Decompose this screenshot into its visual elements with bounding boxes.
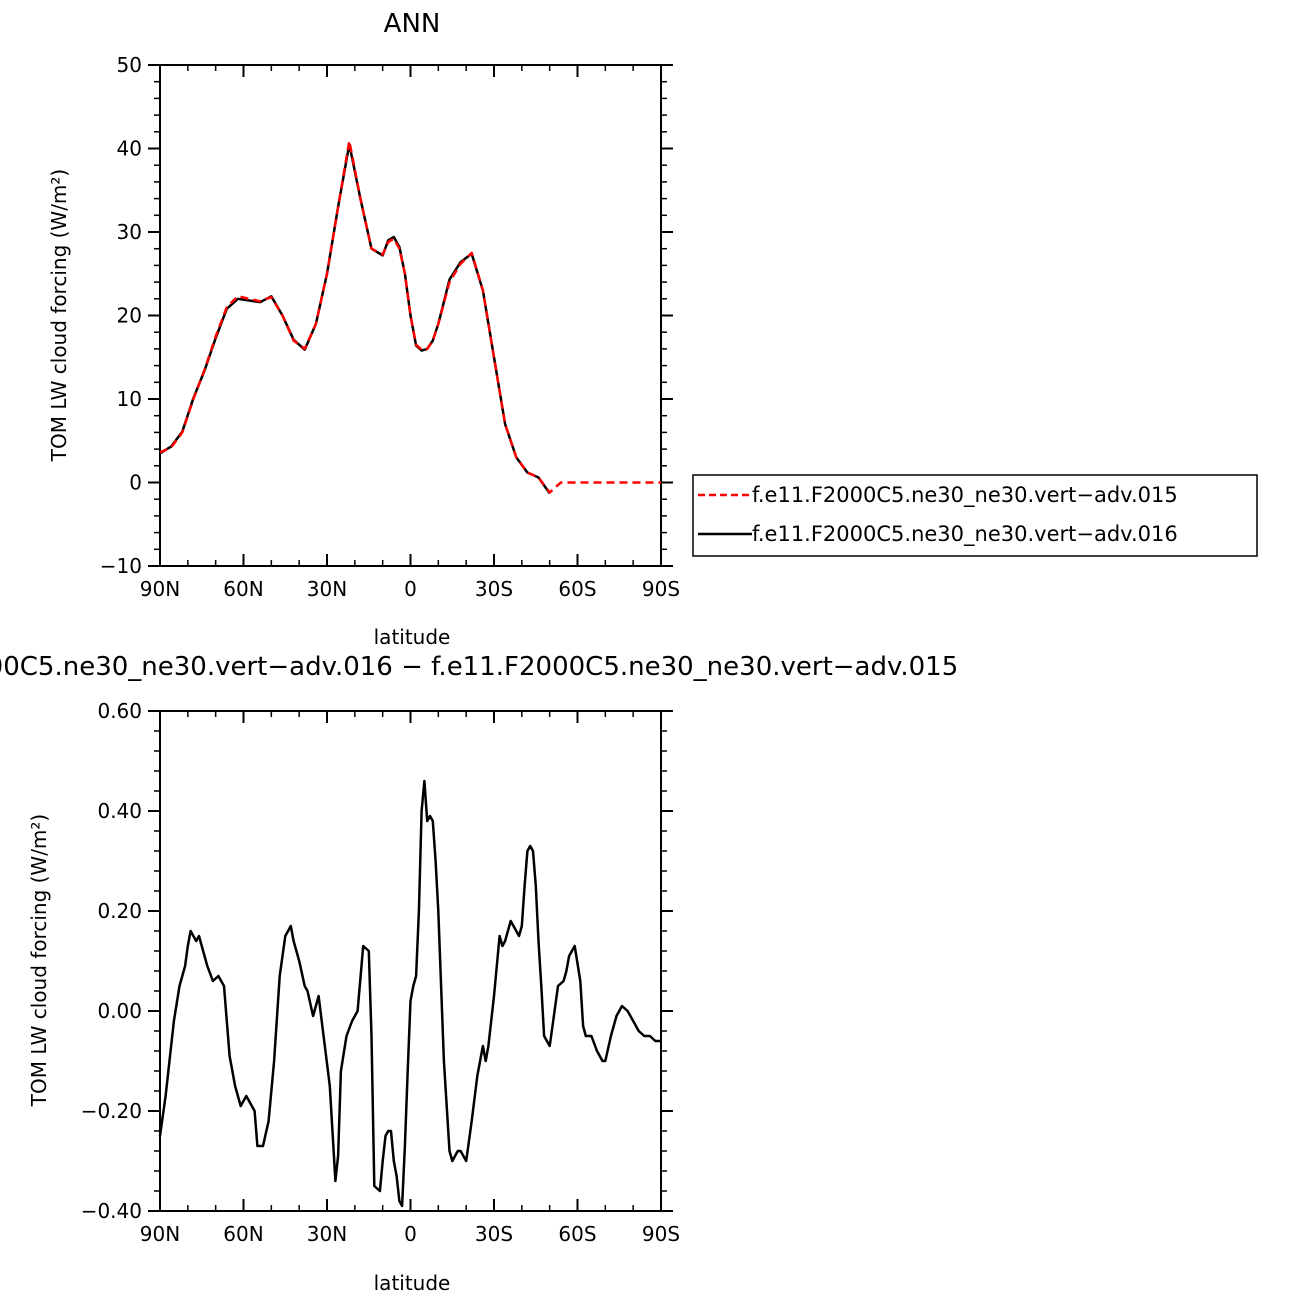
x-tick-label: 30S bbox=[475, 577, 513, 601]
top-panel: ANN 90N 60N 30N 0 30S 60S 90S −10 0 10 20 30 40 50 la… bbox=[47, 9, 1258, 649]
y-tick-label: −0.40 bbox=[81, 1199, 142, 1223]
x-tick-label: 90S bbox=[642, 1222, 680, 1246]
x-tick-label: 90S bbox=[642, 577, 680, 601]
y-tick-label: 0.60 bbox=[97, 699, 142, 723]
bottom-x-axis-label: latitude bbox=[374, 1271, 451, 1295]
y-tick-label: 50 bbox=[117, 53, 142, 77]
x-tick-label: 90N bbox=[140, 1222, 180, 1246]
y-tick-label: 0.00 bbox=[97, 999, 142, 1023]
x-tick-label: 0 bbox=[404, 1222, 417, 1246]
y-tick-label: 40 bbox=[117, 137, 142, 161]
top-y-axis-label: TOM LW cloud forcing (W/m²) bbox=[47, 169, 71, 463]
bottom-plot-frame bbox=[159, 710, 662, 1212]
bottom-panel-title: f.e11.F2000C5.ne30_ne30.vert−adv.016 − f… bbox=[0, 652, 958, 682]
x-tick-label: 60S bbox=[558, 577, 596, 601]
x-tick-label: 60S bbox=[558, 1222, 596, 1246]
y-tick-label: 0 bbox=[129, 471, 142, 495]
x-tick-label: 0 bbox=[404, 577, 417, 601]
legend-label-015: f.e11.F2000C5.ne30_ne30.vert−adv.015 bbox=[752, 483, 1178, 508]
x-tick-label: 90N bbox=[140, 577, 180, 601]
x-tick-label: 30N bbox=[307, 577, 347, 601]
x-tick-label: 30N bbox=[307, 1222, 347, 1246]
y-tick-label: 20 bbox=[117, 304, 142, 328]
legend: f.e11.F2000C5.ne30_ne30.vert−adv.015 f.e… bbox=[692, 474, 1258, 557]
y-tick-label: 0.40 bbox=[97, 799, 142, 823]
y-tick-label: 30 bbox=[117, 220, 142, 244]
x-tick-label: 60N bbox=[223, 577, 263, 601]
top-x-axis-label: latitude bbox=[374, 625, 451, 649]
bottom-y-axis-label: TOM LW cloud forcing (W/m²) bbox=[27, 814, 51, 1108]
series-line-0 bbox=[159, 139, 661, 494]
top-axis-ticks: 90N 60N 30N 0 30S 60S 90S −10 0 10 20 30 40 50 bbox=[100, 53, 680, 601]
bottom-panel: f.e11.F2000C5.ne30_ne30.vert−adv.016 − f… bbox=[0, 652, 958, 1295]
y-tick-label: 10 bbox=[117, 387, 142, 411]
series-line-1 bbox=[159, 143, 551, 495]
y-tick-label: −10 bbox=[100, 554, 142, 578]
difference-line bbox=[158, 779, 661, 1208]
y-tick-label: 0.20 bbox=[97, 899, 142, 923]
x-tick-label: 60N bbox=[223, 1222, 263, 1246]
legend-label-016: f.e11.F2000C5.ne30_ne30.vert−adv.016 bbox=[752, 522, 1178, 547]
y-tick-label: −0.20 bbox=[81, 1099, 142, 1123]
top-panel-title: ANN bbox=[384, 9, 441, 39]
x-tick-label: 30S bbox=[475, 1222, 513, 1246]
bottom-series-lines bbox=[158, 779, 661, 1208]
bottom-axis-ticks: 90N 60N 30N 0 30S 60S 90S −0.40 −0.20 0.00 0.20 0.4… bbox=[81, 699, 680, 1246]
top-series-lines bbox=[159, 139, 661, 495]
legend-box bbox=[692, 474, 1258, 557]
